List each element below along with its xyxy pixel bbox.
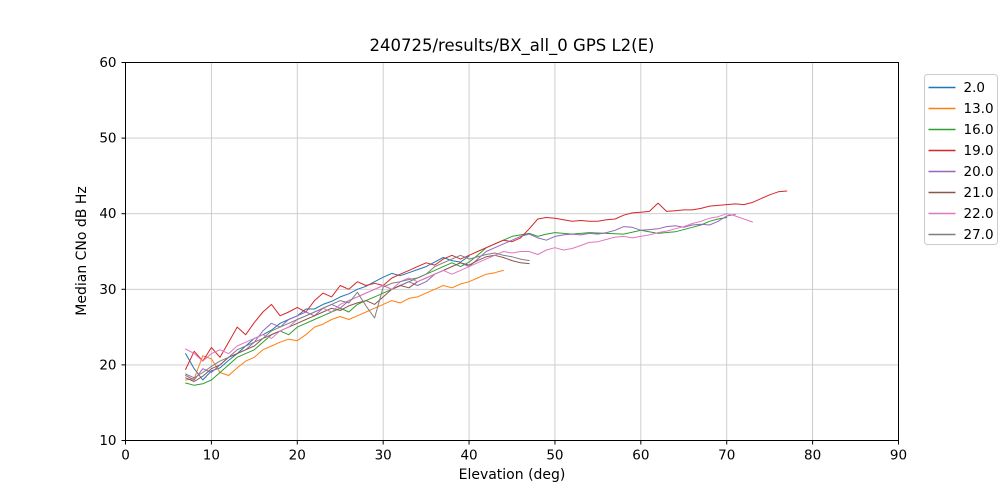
x-tick-label-50: 50 — [546, 448, 563, 464]
y-tick-label-30: 30 — [99, 282, 116, 298]
y-tick-label-20: 20 — [99, 357, 116, 373]
legend-label-27.0: 27.0 — [964, 227, 994, 243]
series-layer — [185, 190, 788, 386]
y-axis-label: Median CNo dB Hz — [74, 186, 90, 315]
y-tick-label-40: 40 — [99, 206, 116, 222]
series-line-16.0 — [185, 217, 728, 386]
x-tick-label-0: 0 — [121, 448, 130, 464]
y-tick-label-50: 50 — [99, 131, 116, 147]
grid-layer — [125, 62, 899, 441]
x-tick-label-20: 20 — [289, 448, 306, 464]
legend-label-20.0: 20.0 — [964, 164, 994, 180]
legend: 2.0 13.0 16.0 19.0 20.0 21.0 22.0 27.0 — [924, 74, 998, 245]
x-axis-label: Elevation (deg) — [459, 467, 566, 483]
legend-box — [924, 74, 998, 245]
series-line-19.0 — [185, 190, 788, 370]
legend-label-21.0: 21.0 — [964, 185, 994, 201]
legend-item-22.0: 22.0 — [928, 206, 994, 222]
y-tick-label-10: 10 — [99, 433, 116, 449]
series-line-20.0 — [185, 214, 736, 381]
legend-item-21.0: 21.0 — [928, 185, 994, 201]
axis-layer: 0 10 20 30 40 50 60 70 80 90 10 20 30 40 50 60 — [99, 55, 907, 464]
x-tick-label-40: 40 — [460, 448, 477, 464]
legend-label-13.0: 13.0 — [964, 101, 994, 117]
legend-item-20.0: 20.0 — [928, 164, 994, 180]
series-line-13.0 — [185, 269, 504, 381]
x-tick-label-80: 80 — [804, 448, 821, 464]
legend-item-2.0: 2.0 — [928, 80, 985, 96]
series-line-22.0 — [185, 213, 753, 362]
chart-title: 240725/results/BX_all_0 GPS L2(E) — [370, 36, 655, 56]
x-tick-label-10: 10 — [203, 448, 220, 464]
x-tick-label-70: 70 — [718, 448, 735, 464]
legend-item-27.0: 27.0 — [928, 227, 994, 243]
legend-item-16.0: 16.0 — [928, 122, 994, 138]
series-line-27.0 — [185, 252, 530, 379]
x-tick-label-30: 30 — [375, 448, 392, 464]
legend-label-2.0: 2.0 — [964, 80, 985, 96]
legend-label-16.0: 16.0 — [964, 122, 994, 138]
y-tick-label-60: 60 — [99, 55, 116, 71]
axes-spines — [125, 62, 899, 441]
series-line-21.0 — [185, 254, 530, 382]
legend-item-19.0: 19.0 — [928, 143, 994, 159]
series-line-2.0 — [185, 255, 470, 381]
x-tick-label-90: 90 — [890, 448, 907, 464]
x-tick-label-60: 60 — [632, 448, 649, 464]
legend-label-19.0: 19.0 — [964, 143, 994, 159]
legend-label-22.0: 22.0 — [964, 206, 994, 222]
legend-item-13.0: 13.0 — [928, 101, 994, 117]
